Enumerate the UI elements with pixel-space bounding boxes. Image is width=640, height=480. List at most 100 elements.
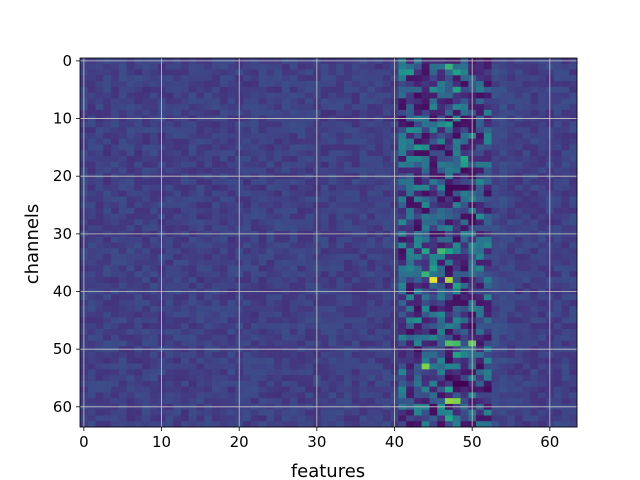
- heatmap-cell: [538, 398, 547, 405]
- heatmap-cell: [149, 398, 159, 405]
- heatmap-cell: [305, 323, 314, 330]
- heatmap-cell: [281, 190, 291, 197]
- heatmap-cell: [476, 386, 485, 393]
- heatmap-cell: [522, 265, 531, 272]
- heatmap-cell: [398, 75, 407, 82]
- heatmap-cell: [398, 375, 407, 382]
- heatmap-cell: [429, 92, 438, 99]
- heatmap-cell: [499, 409, 508, 416]
- heatmap-cell: [344, 352, 353, 359]
- heatmap-cell: [111, 375, 120, 382]
- heatmap-cell: [250, 271, 260, 278]
- heatmap-cell: [266, 179, 275, 186]
- heatmap-cell: [212, 81, 221, 88]
- heatmap-cell: [320, 386, 329, 393]
- heatmap-cell: [289, 352, 298, 359]
- heatmap-cell: [351, 317, 360, 324]
- heatmap-cell: [460, 317, 469, 324]
- heatmap-cell: [514, 144, 524, 151]
- heatmap-cell: [227, 265, 236, 272]
- heatmap-cell: [305, 179, 314, 186]
- heatmap-cell: [134, 225, 143, 232]
- heatmap-cell: [538, 323, 547, 330]
- heatmap-cell: [406, 380, 415, 388]
- heatmap-cell: [398, 138, 407, 145]
- heatmap-cell: [274, 121, 283, 128]
- heatmap-cell: [429, 375, 438, 382]
- heatmap-cell: [219, 409, 228, 416]
- heatmap-cell: [196, 392, 205, 399]
- heatmap-cell: [351, 144, 360, 151]
- heatmap-cell: [204, 81, 213, 88]
- heatmap-cell: [569, 219, 578, 226]
- heatmap-cells: [80, 58, 578, 428]
- heatmap-cell: [406, 254, 415, 261]
- heatmap-cell: [406, 421, 415, 428]
- heatmap-cell: [507, 167, 516, 174]
- heatmap-cell: [118, 380, 127, 388]
- heatmap-cell: [188, 363, 197, 370]
- heatmap-cell: [452, 207, 461, 215]
- heatmap-cell: [561, 184, 570, 192]
- heatmap-cell: [421, 109, 430, 117]
- heatmap-cell: [196, 127, 205, 134]
- heatmap-cell: [204, 300, 213, 307]
- heatmap-cell: [289, 207, 298, 215]
- heatmap-cell: [305, 352, 314, 359]
- heatmap-cell: [219, 334, 228, 341]
- heatmap-cell: [165, 92, 174, 99]
- heatmap-cell: [328, 242, 337, 249]
- heatmap-cell: [243, 81, 252, 88]
- heatmap-cell: [103, 109, 112, 117]
- heatmap-cell: [250, 282, 260, 290]
- heatmap-cell: [219, 69, 228, 76]
- heatmap-cell: [180, 179, 190, 186]
- heatmap-cell: [499, 254, 508, 261]
- heatmap-cell: [553, 132, 562, 140]
- heatmap-cell: [219, 340, 228, 347]
- heatmap-cell: [250, 150, 260, 157]
- heatmap-cell: [289, 282, 298, 290]
- heatmap-cell: [569, 421, 578, 428]
- heatmap-cell: [320, 311, 329, 318]
- heatmap-cell: [375, 104, 384, 111]
- heatmap-cell: [320, 398, 329, 405]
- heatmap-cell: [95, 265, 104, 272]
- heatmap-cell: [180, 242, 190, 249]
- heatmap-cell: [196, 265, 205, 272]
- heatmap-cell: [522, 328, 531, 336]
- heatmap-cell: [274, 305, 283, 313]
- heatmap-cell: [266, 98, 275, 105]
- heatmap-cell: [507, 317, 516, 324]
- heatmap-cell: [212, 277, 221, 284]
- heatmap-cell: [134, 196, 143, 203]
- heatmap-cell: [398, 352, 407, 359]
- heatmap-cell: [375, 386, 384, 393]
- heatmap-cell: [351, 421, 360, 428]
- heatmap-cell: [413, 357, 423, 364]
- heatmap-cell: [87, 190, 96, 197]
- heatmap-cell: [258, 265, 267, 272]
- heatmap-cell: [553, 167, 562, 174]
- heatmap-cell: [126, 300, 135, 307]
- heatmap-cell: [103, 369, 112, 376]
- heatmap-cell: [398, 300, 407, 307]
- heatmap-cell: [507, 179, 516, 186]
- heatmap-cell: [476, 421, 485, 428]
- heatmap-cell: [522, 92, 531, 99]
- heatmap-cell: [134, 323, 143, 330]
- heatmap-cell: [538, 161, 547, 168]
- heatmap-cell: [212, 156, 221, 163]
- heatmap-cell: [204, 156, 213, 163]
- heatmap-cell: [118, 334, 127, 341]
- heatmap-cell: [180, 196, 190, 203]
- heatmap-cell: [173, 63, 182, 70]
- heatmap-cell: [118, 357, 127, 364]
- heatmap-cell: [569, 69, 578, 76]
- heatmap-cell: [460, 63, 469, 70]
- heatmap-cell: [126, 242, 135, 249]
- heatmap-cell: [328, 202, 337, 209]
- heatmap-cell: [561, 167, 570, 174]
- heatmap-cell: [530, 144, 539, 151]
- heatmap-cell: [336, 242, 345, 249]
